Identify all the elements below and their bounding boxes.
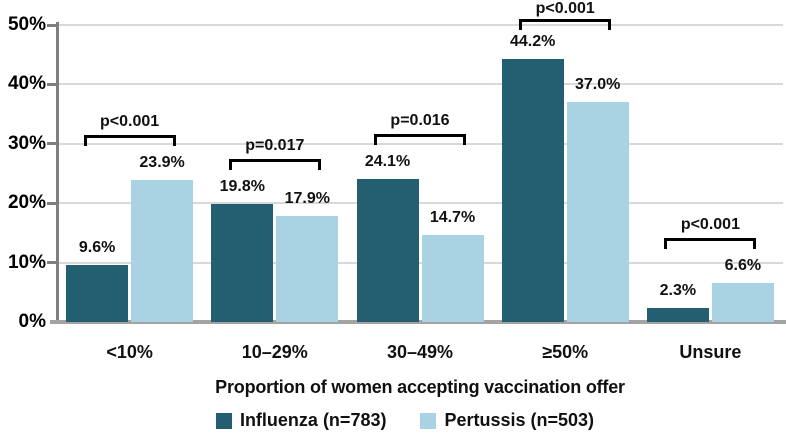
bracket-end-right-3 [608,22,612,30]
value-label-pertussis-3: 37.0% [575,76,621,94]
significance-bracket-4 [664,237,757,250]
bracket-end-right-1 [317,162,321,171]
significance-bracket-3 [519,19,612,31]
bracket-end-right-2 [463,136,466,145]
y-axis-label-40: 40% [7,73,46,95]
legend-item-pertussis: Pertussis (n=503) [420,410,594,431]
y-axis-tick-30 [47,142,57,146]
bar-influenza-3 [501,59,564,322]
bracket-end-left-0 [83,138,87,147]
bracket-end-left-3 [519,22,523,30]
value-label-influenza-4: 2.3% [659,282,697,300]
legend-swatch-pertussis [420,412,437,429]
x-axis-tick-label-3: ≥50% [542,342,589,362]
bracket-end-right-0 [172,138,176,147]
value-label-influenza-3: 44.2% [510,33,556,51]
bracket-end-right-4 [753,240,757,249]
p-value-label-4: p<0.001 [680,215,740,233]
bracket-end-left-4 [664,240,668,249]
legend-label-influenza: Influenza (n=783) [239,410,387,430]
bar-pertussis-3 [566,102,629,322]
x-axis-line [50,320,786,324]
p-value-label-2: p=0.016 [390,111,450,129]
gridline-20 [58,202,783,205]
value-label-influenza-1: 19.8% [219,178,265,196]
value-label-pertussis-2: 14.7% [429,208,476,226]
y-axis-tick-20 [47,201,57,205]
p-value-label-3: p<0.001 [535,0,595,17]
y-axis-tick-50 [47,23,57,27]
gridline-30 [58,142,783,145]
significance-bracket-1 [228,159,321,171]
y-axis-tick-40 [47,82,57,86]
y-axis-label-30: 30% [7,132,46,154]
y-axis-tick-10 [47,261,57,265]
value-label-pertussis-4: 6.6% [724,256,762,274]
significance-bracket-0 [83,135,176,147]
gridline-40 [58,83,783,86]
legend-label-pertussis: Pertussis (n=503) [444,410,595,430]
bracket-end-left-2 [374,136,377,145]
y-axis-line [56,22,59,323]
x-axis-title: Proportion of women accepting vaccinatio… [215,377,625,397]
legend-swatch-influenza [215,412,232,429]
value-label-pertussis-1: 17.9% [284,189,330,207]
bar-pertussis-2 [421,234,484,322]
p-value-label-0: p<0.001 [100,113,160,131]
p-value-label-1: p=0.017 [245,137,305,155]
bar-influenza-0 [66,264,129,322]
gridline-10 [58,261,783,264]
significance-bracket-2 [374,133,466,146]
x-axis-tick-label-1: 10–29% [241,342,308,362]
gridline-50 [58,24,783,26]
bar-pertussis-1 [276,215,339,322]
bar-influenza-4 [646,308,709,322]
legend-item-influenza: Influenza (n=783) [215,410,387,431]
legend: Influenza (n=783) Pertussis (n=503) [12,410,786,431]
value-label-influenza-2: 24.1% [364,152,411,170]
x-axis-tick-label-4: Unsure [679,342,742,362]
y-axis-label-20: 20% [7,192,46,214]
value-label-influenza-0: 9.6% [78,238,116,256]
y-axis-label-0: 0% [18,311,46,332]
bracket-end-left-1 [228,162,232,171]
bar-pertussis-4 [711,282,774,322]
bar-pertussis-0 [131,180,194,322]
y-axis-label-10: 10% [7,251,46,273]
bar-influenza-1 [211,204,274,322]
x-axis-tick-label-0: <10% [106,342,153,362]
x-axis-tick-label-2: 30–49% [386,342,454,362]
y-axis-label-50: 50% [7,14,46,35]
bar-influenza-2 [356,178,419,322]
value-label-pertussis-0: 23.9% [139,154,185,172]
